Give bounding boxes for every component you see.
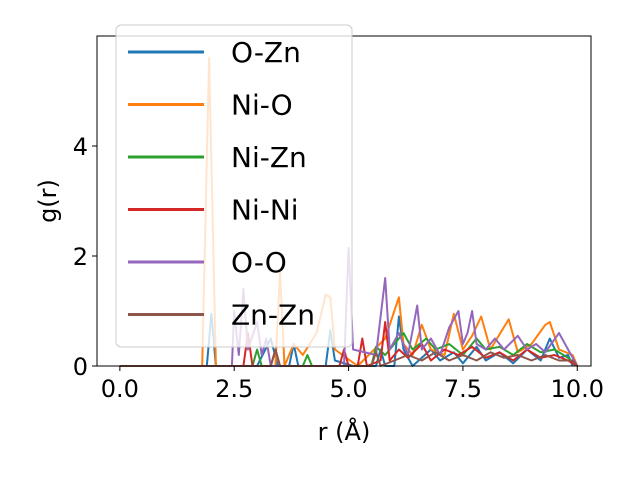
y-axis-label: g(r) [34,179,62,223]
legend: O-Zn Ni-O Ni-Zn Ni-Ni O-O Zn-Zn [115,24,353,348]
legend-label: Ni-O [231,89,293,122]
y-tick-label: 2 [73,243,88,271]
x-tick-label: 2.5 [215,375,253,403]
legend-label: Ni-Zn [231,141,307,174]
x-tick-label: 7.5 [444,375,482,403]
y-tick-label: 0 [73,353,88,381]
legend-entry-zn-zn: Zn-Zn [128,299,315,332]
legend-entry-ni-zn: Ni-Zn [128,141,307,174]
x-tick-label: 5.0 [329,375,367,403]
y-axis: 0 2 4 [73,133,97,381]
legend-label: O-Zn [231,36,301,69]
legend-entry-ni-o: Ni-O [128,89,293,122]
legend-entry-o-zn: O-Zn [128,36,301,69]
x-axis-label: r (Å) [318,417,371,446]
legend-label: Zn-Zn [231,299,315,332]
y-tick-label: 4 [73,133,88,161]
x-tick-label: 0.0 [101,375,139,403]
legend-entry-ni-ni: Ni-Ni [128,194,299,227]
legend-label: O-O [231,246,287,279]
x-axis: 0.0 2.5 5.0 7.5 10.0 [101,366,604,403]
legend-label: Ni-Ni [231,194,299,227]
x-tick-label: 10.0 [551,375,604,403]
legend-entry-o-o: O-O [128,246,287,279]
